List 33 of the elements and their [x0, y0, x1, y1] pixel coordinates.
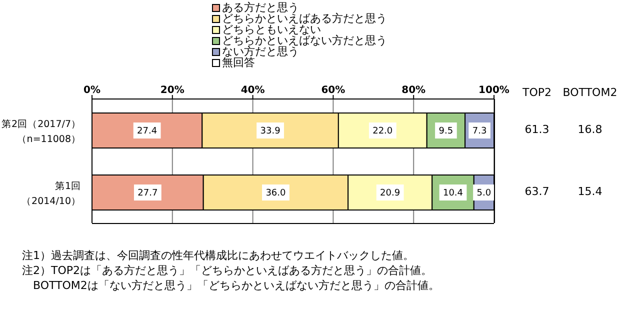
y-tick-label: 第1回（2014/10） — [22, 180, 81, 207]
data-label: 7.3 — [472, 126, 487, 136]
text: 注1）過去調査は、今回調査の性年代構成比にあわせてウエイトバックした値。 — [22, 248, 415, 263]
data-label: 33.9 — [260, 126, 281, 136]
text: 16.8 — [576, 123, 604, 136]
y-tick-label: 第2回（2017/7）（n=11008） — [2, 118, 81, 145]
x-tick-label: 20% — [160, 85, 184, 96]
text: 注2）TOP2は「ある方だと思う」「どちらかといえばある方だと思う」の合計値。 — [22, 263, 434, 278]
text: BOTTOM2は「ない方だと思う」「どちらかといえばない方だと思う」の合計値。 — [32, 278, 440, 293]
x-tick-label: 100% — [478, 85, 510, 96]
x-tick-label: 0% — [84, 85, 100, 96]
legend-label: ない方だと思う — [222, 45, 299, 58]
data-label: 27.4 — [137, 126, 158, 136]
text: BOTTOM2 — [562, 86, 618, 99]
legend-label: どちらかといえばない方だと思う — [222, 34, 387, 47]
legend-label: ある方だと思う — [222, 1, 299, 14]
text: 63.7 — [524, 185, 550, 198]
data-label: 20.9 — [380, 188, 400, 198]
x-tick-label: 60% — [321, 85, 346, 96]
legend-label: どちらかといえばある方だと思う — [222, 12, 387, 25]
data-label: 27.7 — [138, 188, 158, 198]
data-label: 22.0 — [372, 126, 393, 136]
data-label: 9.5 — [438, 126, 454, 136]
x-tick-label: 80% — [402, 85, 426, 96]
data-label: 5.0 — [476, 188, 492, 198]
data-label: 10.4 — [442, 188, 464, 198]
legend-label: どちらともいえない — [222, 23, 321, 36]
text: 61.3 — [524, 123, 550, 136]
text: TOP2 — [522, 86, 552, 99]
text: 15.4 — [576, 185, 604, 198]
x-tick-label: 40% — [240, 85, 265, 96]
legend-label: 無回答 — [222, 56, 255, 69]
data-label: 36.0 — [266, 188, 286, 198]
